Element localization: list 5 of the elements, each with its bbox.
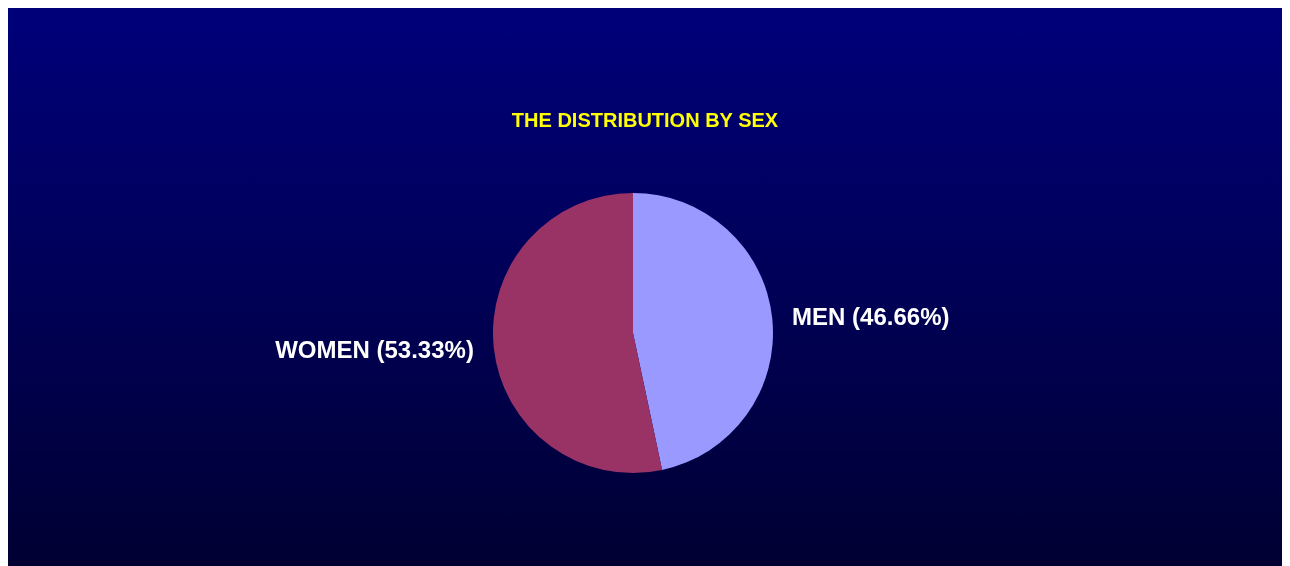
pie-slice <box>493 193 663 473</box>
chart-title: THE DISTRIBUTION BY SEX <box>511 109 779 131</box>
pie-slice <box>633 193 773 470</box>
slice-label: WOMEN (53.33%) <box>275 336 474 364</box>
slice-label: MEN (46.66%) <box>792 302 950 330</box>
